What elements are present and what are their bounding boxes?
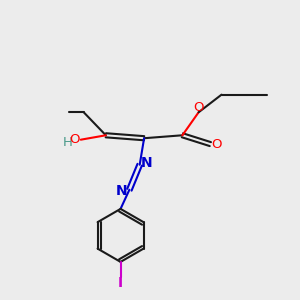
Text: I: I <box>118 276 123 290</box>
Text: H: H <box>63 136 73 149</box>
Text: O: O <box>212 138 222 151</box>
Text: O: O <box>193 101 204 114</box>
Text: O: O <box>70 133 80 146</box>
Text: N: N <box>140 156 152 170</box>
Text: N: N <box>116 184 128 198</box>
